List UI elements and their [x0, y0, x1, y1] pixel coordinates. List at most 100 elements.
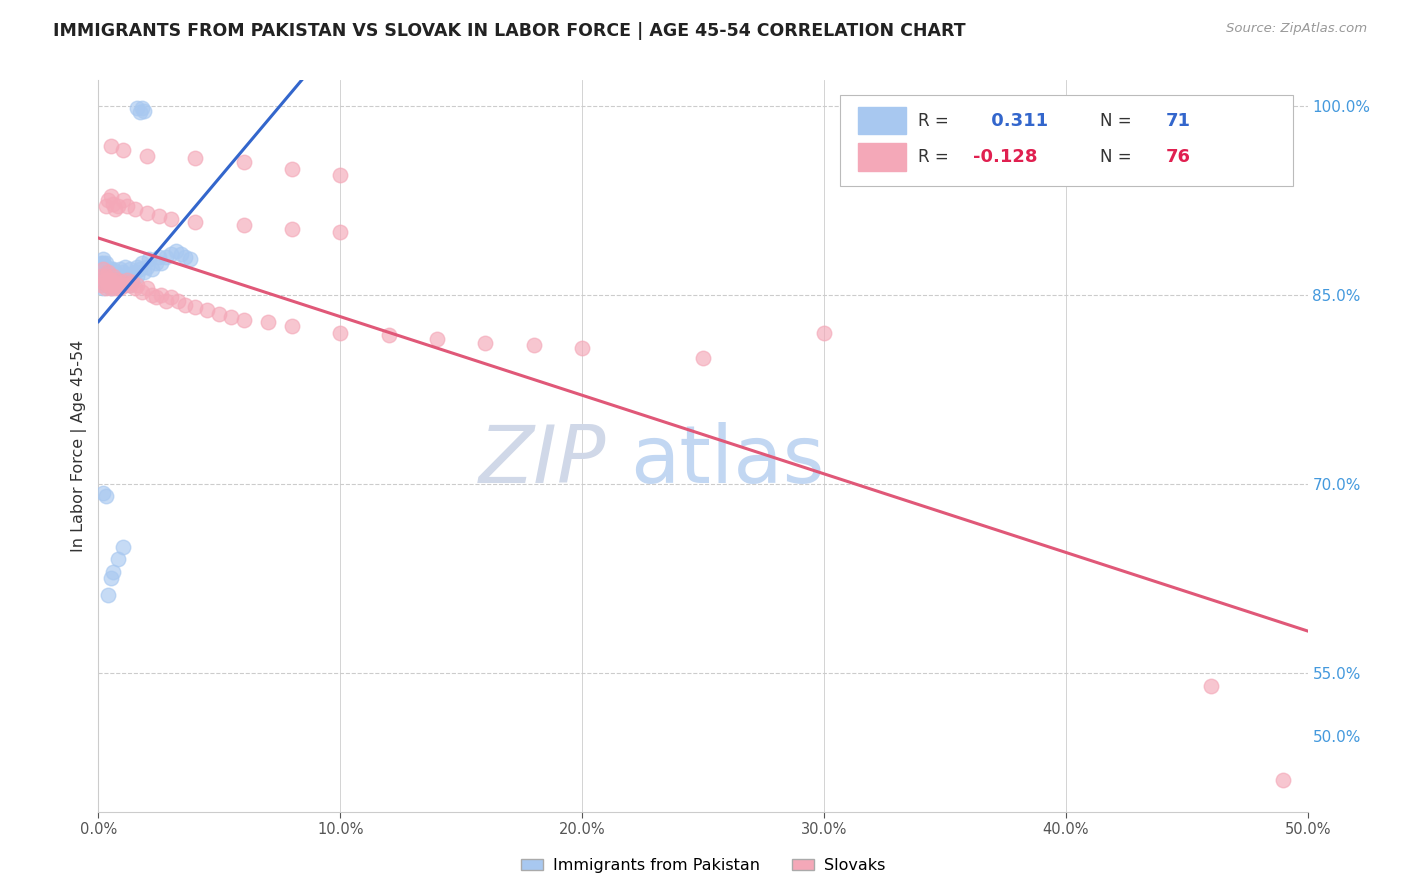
Point — [101, 268, 124, 283]
Point — [108, 277, 131, 292]
Point — [232, 313, 254, 327]
Point — [91, 262, 114, 277]
Point — [107, 199, 129, 213]
Point — [135, 149, 157, 163]
Point — [167, 293, 190, 308]
Point — [94, 268, 117, 283]
Bar — [858, 144, 905, 171]
Point — [145, 256, 167, 270]
Point — [232, 219, 254, 233]
Point — [97, 268, 120, 283]
Point — [523, 338, 546, 352]
Point — [128, 104, 150, 119]
Point — [813, 326, 835, 340]
Point — [91, 265, 114, 279]
Point — [97, 265, 120, 279]
Point — [111, 275, 134, 289]
Point — [329, 225, 352, 239]
Point — [91, 272, 114, 286]
Text: 0.311: 0.311 — [984, 112, 1047, 129]
Text: 71: 71 — [1166, 112, 1191, 129]
Point — [107, 268, 129, 283]
Point — [121, 272, 143, 286]
Point — [138, 252, 160, 267]
Point — [141, 287, 163, 301]
Point — [104, 202, 127, 216]
Point — [160, 247, 183, 261]
Point — [94, 490, 117, 504]
Point — [1272, 773, 1295, 788]
Point — [117, 275, 139, 289]
Point — [100, 275, 122, 289]
Point — [107, 277, 129, 292]
Point — [281, 161, 304, 176]
Text: R =: R = — [918, 112, 955, 129]
Point — [150, 287, 173, 301]
Point — [101, 272, 124, 286]
Point — [117, 272, 139, 286]
Point — [97, 262, 120, 277]
Point — [131, 285, 153, 300]
Point — [155, 293, 177, 308]
Point — [100, 139, 122, 153]
Point — [692, 351, 714, 365]
Point — [127, 101, 149, 115]
Point — [104, 265, 127, 279]
Point — [100, 571, 122, 585]
Point — [135, 281, 157, 295]
Point — [329, 326, 352, 340]
Point — [124, 265, 146, 279]
Point — [134, 265, 156, 279]
Point — [195, 302, 218, 317]
Point — [281, 222, 304, 236]
Point — [474, 335, 496, 350]
Point — [97, 277, 120, 292]
Point — [160, 212, 183, 227]
Point — [377, 328, 399, 343]
Point — [94, 262, 117, 277]
Text: N =: N = — [1099, 148, 1136, 166]
Point — [100, 268, 122, 283]
Point — [104, 275, 127, 289]
Point — [111, 265, 134, 279]
Point — [107, 272, 129, 286]
Text: R =: R = — [918, 148, 955, 166]
Point — [135, 205, 157, 219]
Point — [117, 199, 139, 213]
Point — [101, 565, 124, 579]
Point — [124, 281, 146, 295]
Point — [160, 290, 183, 304]
Point — [121, 275, 143, 289]
Point — [100, 262, 122, 277]
Point — [100, 272, 122, 286]
Bar — [858, 107, 905, 135]
Point — [134, 103, 156, 118]
Point — [90, 268, 112, 283]
Point — [100, 281, 122, 295]
Point — [118, 277, 141, 292]
Point — [91, 252, 114, 267]
Point — [111, 193, 134, 207]
Point — [127, 268, 149, 283]
Point — [145, 290, 167, 304]
Point — [94, 277, 117, 292]
Point — [124, 202, 146, 216]
Point — [107, 277, 129, 292]
Point — [1199, 679, 1222, 693]
Point — [97, 193, 120, 207]
Text: IMMIGRANTS FROM PAKISTAN VS SLOVAK IN LABOR FORCE | AGE 45-54 CORRELATION CHART: IMMIGRANTS FROM PAKISTAN VS SLOVAK IN LA… — [53, 22, 966, 40]
Text: Source: ZipAtlas.com: Source: ZipAtlas.com — [1226, 22, 1367, 36]
Text: ZIP: ZIP — [479, 422, 606, 500]
Point — [100, 189, 122, 203]
Point — [108, 281, 131, 295]
Point — [94, 268, 117, 282]
Point — [94, 260, 117, 274]
Point — [100, 277, 122, 292]
Point — [94, 281, 117, 295]
Point — [101, 277, 124, 292]
Point — [155, 250, 177, 264]
Point — [111, 540, 134, 554]
Point — [90, 268, 112, 283]
Point — [108, 272, 131, 286]
Text: N =: N = — [1099, 112, 1136, 129]
